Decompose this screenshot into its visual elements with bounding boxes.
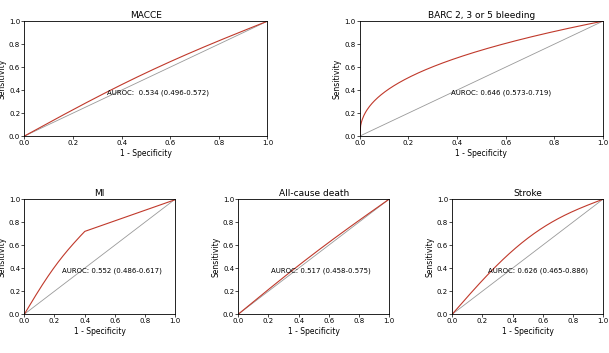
Text: AUROC: 0.517 (0.458-0.575): AUROC: 0.517 (0.458-0.575) xyxy=(271,267,371,274)
Y-axis label: Sensitivity: Sensitivity xyxy=(0,59,6,99)
Text: AUROC: 0.626 (0.465-0.886): AUROC: 0.626 (0.465-0.886) xyxy=(488,267,588,274)
X-axis label: 1 - Specificity: 1 - Specificity xyxy=(502,327,554,336)
Y-axis label: Sensitivity: Sensitivity xyxy=(333,59,342,99)
Text: AUROC: 0.646 (0.573-0.719): AUROC: 0.646 (0.573-0.719) xyxy=(451,89,551,96)
X-axis label: 1 - Specificity: 1 - Specificity xyxy=(74,327,125,336)
Text: AUROC:  0.534 (0.496-0.572): AUROC: 0.534 (0.496-0.572) xyxy=(107,89,209,96)
Title: MI: MI xyxy=(94,190,105,198)
X-axis label: 1 - Specificity: 1 - Specificity xyxy=(456,149,507,158)
Title: MACCE: MACCE xyxy=(130,11,162,20)
Y-axis label: Sensitivity: Sensitivity xyxy=(425,237,434,277)
Y-axis label: Sensitivity: Sensitivity xyxy=(211,237,220,277)
Text: AUROC: 0.552 (0.486-0.617): AUROC: 0.552 (0.486-0.617) xyxy=(62,267,161,274)
Title: BARC 2, 3 or 5 bleeding: BARC 2, 3 or 5 bleeding xyxy=(428,11,535,20)
X-axis label: 1 - Specificity: 1 - Specificity xyxy=(287,327,340,336)
X-axis label: 1 - Specificity: 1 - Specificity xyxy=(120,149,172,158)
Title: Stroke: Stroke xyxy=(513,190,542,198)
Y-axis label: Sensitivity: Sensitivity xyxy=(0,237,6,277)
Title: All-cause death: All-cause death xyxy=(278,190,349,198)
